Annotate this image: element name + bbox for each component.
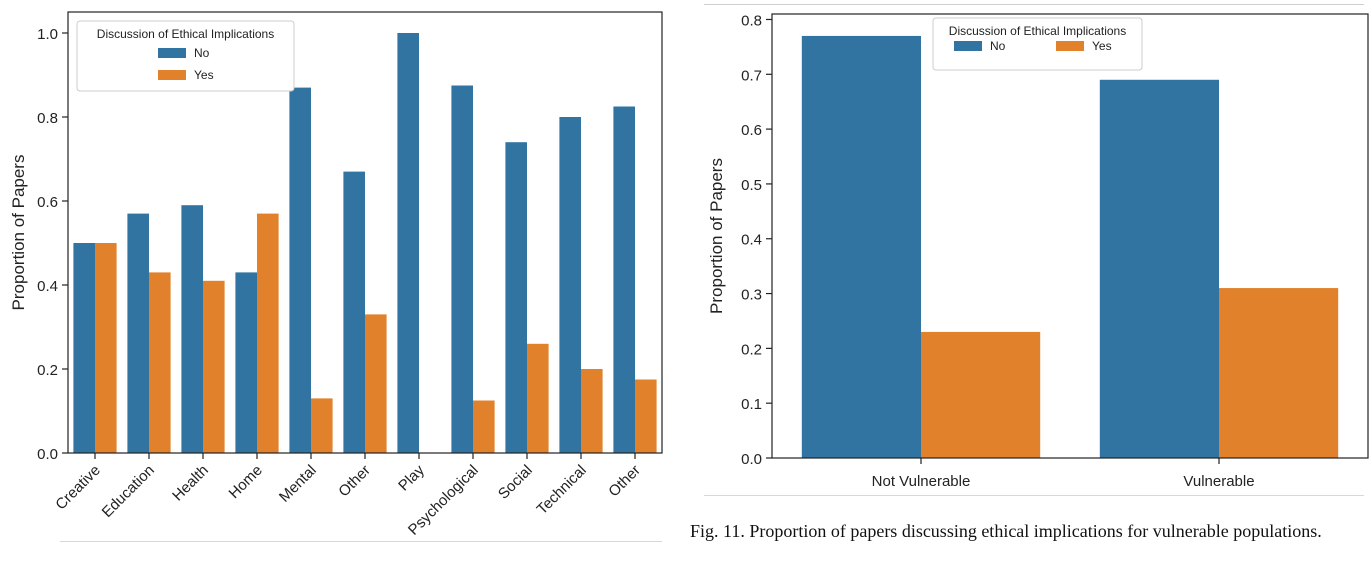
bar-no-8 bbox=[505, 142, 527, 453]
x-tick-label-0: Creative bbox=[52, 462, 104, 514]
y-tick-label-7: 0.7 bbox=[741, 67, 762, 84]
bar-yes-5 bbox=[365, 314, 387, 453]
bar-yes-1 bbox=[149, 272, 171, 453]
x-tick-label-6: Play bbox=[395, 461, 428, 494]
y-axis-label: Proportion of Papers bbox=[707, 158, 726, 314]
legend-swatch-yes bbox=[1056, 41, 1084, 51]
y-tick-label-2: 0.2 bbox=[741, 341, 762, 358]
x-tick-label-1: Education bbox=[99, 462, 158, 521]
y-tick-label-1: 0.1 bbox=[741, 396, 762, 413]
bar-yes-10 bbox=[635, 379, 657, 453]
bar-yes-0 bbox=[921, 331, 1041, 458]
y-tick-label-0: 0.0 bbox=[741, 451, 762, 468]
figure-bottom-divider bbox=[704, 495, 1364, 496]
y-tick-label-1: 0.2 bbox=[37, 362, 58, 379]
y-tick-label-5: 1.0 bbox=[37, 26, 58, 43]
legend-label-yes: Yes bbox=[1092, 39, 1112, 53]
bar-yes-4 bbox=[311, 398, 333, 453]
legend-title: Discussion of Ethical Implications bbox=[949, 24, 1126, 38]
y-tick-label-3: 0.3 bbox=[741, 287, 762, 304]
legend-swatch-yes bbox=[158, 70, 186, 80]
y-axis-label: Proportion of Papers bbox=[9, 155, 28, 311]
bar-no-6 bbox=[397, 33, 419, 453]
y-tick-label-0: 0.0 bbox=[37, 446, 58, 463]
x-tick-label-5: Other bbox=[335, 462, 374, 501]
bar-yes-1 bbox=[1219, 288, 1339, 458]
bar-no-3 bbox=[235, 272, 257, 453]
x-tick-label-0: Not Vulnerable bbox=[872, 473, 971, 490]
y-tick-label-5: 0.5 bbox=[741, 177, 762, 194]
bar-no-1 bbox=[1099, 79, 1219, 458]
top-divider bbox=[704, 4, 1364, 5]
bar-no-4 bbox=[289, 87, 311, 453]
bar-yes-3 bbox=[257, 213, 279, 453]
legend-swatch-no bbox=[954, 41, 982, 51]
legend-label-no: No bbox=[194, 46, 210, 60]
axes-frame bbox=[771, 13, 1369, 459]
legend-label-no: No bbox=[990, 39, 1006, 53]
x-tick-label-10: Other bbox=[605, 462, 644, 501]
bar-yes-7 bbox=[473, 400, 495, 453]
bar-yes-0 bbox=[95, 243, 117, 453]
x-tick-label-9: Technical bbox=[534, 462, 590, 518]
bar-no-0 bbox=[801, 35, 921, 459]
x-tick-label-4: Mental bbox=[276, 462, 320, 506]
legend-label-yes: Yes bbox=[194, 68, 214, 82]
y-tick-label-2: 0.4 bbox=[37, 278, 58, 295]
bar-no-5 bbox=[343, 171, 365, 453]
x-tick-label-8: Social bbox=[495, 462, 536, 503]
figure-caption: Fig. 11. Proportion of papers discussing… bbox=[690, 521, 1322, 541]
right-bar-chart: 0.0 0.1 0.2 0.3 0.4 0.5 0.6 0.7 0.8 Not Vulnerabl… bbox=[707, 12, 1369, 490]
legend-title: Discussion of Ethical Implications bbox=[97, 27, 274, 41]
y-tick-label-8: 0.8 bbox=[741, 12, 762, 29]
left-figure-bottom-divider bbox=[60, 541, 662, 542]
bar-no-10 bbox=[613, 106, 635, 453]
x-tick-label-1: Vulnerable bbox=[1183, 473, 1254, 490]
legend-box bbox=[932, 17, 1143, 71]
bar-yes-9 bbox=[581, 369, 603, 453]
y-tick-label-3: 0.6 bbox=[37, 194, 58, 211]
legend-swatch-no bbox=[158, 48, 186, 58]
x-tick-label-3: Home bbox=[226, 462, 266, 502]
bar-no-1 bbox=[127, 213, 149, 453]
bar-no-2 bbox=[181, 205, 203, 453]
bar-no-7 bbox=[451, 85, 473, 453]
bar-no-9 bbox=[559, 117, 581, 453]
y-tick-label-4: 0.4 bbox=[741, 232, 762, 249]
bar-no-0 bbox=[73, 243, 95, 453]
bar-yes-8 bbox=[527, 343, 549, 453]
y-tick-label-6: 0.6 bbox=[741, 122, 762, 139]
y-tick-label-4: 0.8 bbox=[37, 110, 58, 127]
bar-yes-2 bbox=[203, 280, 225, 453]
x-tick-label-2: Health bbox=[169, 462, 212, 505]
